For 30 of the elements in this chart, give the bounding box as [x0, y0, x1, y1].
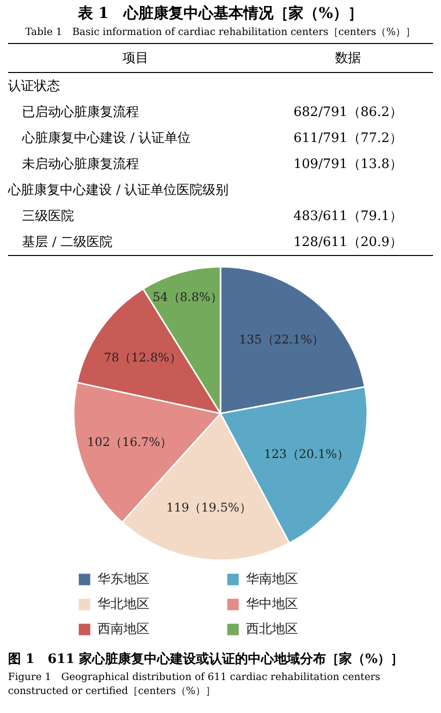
- text: 483/611（79.1）: [294, 209, 402, 224]
- data-label: 102（16.7%）: [87, 434, 172, 449]
- category-label: 三级医院: [22, 209, 74, 224]
- category-label: 认证状态: [8, 79, 60, 94]
- text: 128/611（20.9）: [294, 235, 402, 250]
- text: 表 1 心脏康复中心基本情况［家（%）］: [77, 4, 364, 23]
- legend-label: 西北地区: [246, 622, 363, 637]
- category-label: 项目: [122, 50, 150, 68]
- category-label: 基层 / 二级医院: [22, 235, 113, 250]
- text: 图 1 611 家心脏康复中心建设或认证的中心地域分布［家（%）］: [7, 650, 405, 668]
- text: Table 1 Basic information of cardiac rehabilitation centers［centers（%）］: [24, 26, 417, 39]
- data-label: 119（19.5%）: [166, 500, 252, 514]
- category-label: 未启动心脏康复流程: [22, 157, 139, 172]
- data-label: 123（20.1%）: [264, 447, 349, 462]
- text: 611/791（77.2）: [294, 131, 402, 146]
- category-label: 已启动心脏康复流程: [22, 105, 139, 120]
- text: 682/791（86.2）: [294, 105, 402, 120]
- data-label: 78（12.8%）: [104, 350, 182, 365]
- text: 109/791（13.8）: [294, 157, 402, 172]
- data-label: 135（22.1%）: [239, 332, 324, 346]
- legend-label: 华南地区: [246, 572, 363, 587]
- text: Figure 1 Geographical distribution of 611 cardiac rehabilitation centers constructed or certified［centers（%）］: [7, 671, 382, 698]
- category-label: 心脏康复中心建设 / 认证单位: [22, 131, 191, 146]
- data-label: 54（8.8%）: [152, 290, 222, 304]
- legend-label: 西南地区: [98, 622, 214, 637]
- category-label: 心脏康复中心建设 / 认证单位医院级别: [8, 183, 229, 198]
- legend-label: 华北地区: [98, 596, 214, 612]
- legend-label: 华中地区: [246, 596, 363, 612]
- category-label: 数据: [334, 50, 362, 68]
- legend-label: 华东地区: [98, 572, 214, 587]
